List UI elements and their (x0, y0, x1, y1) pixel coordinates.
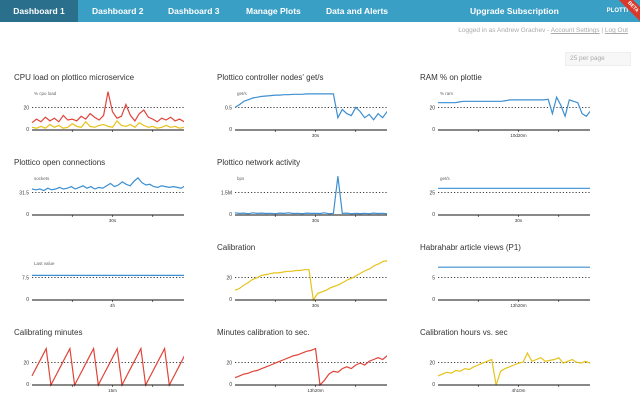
plot-chart: sockets 31.5 0 30s (19, 176, 184, 223)
top-nav: Dashboard 1 Dashboard 2 Dashboard 3 Mana… (0, 0, 640, 23)
plot-series-line (234, 347, 387, 387)
plot-series-line (438, 95, 590, 119)
tab-data-and-alerts[interactable]: Data and Alerts (326, 6, 389, 16)
plot-title: Calibration (217, 243, 256, 252)
per-page-select[interactable]: 25 per page (565, 52, 631, 66)
plot-legend: % cpu load (34, 91, 57, 96)
y-tick-label: 0 (432, 297, 435, 303)
plot-legend: get/s (237, 91, 248, 96)
y-tick-label: 5 (432, 275, 435, 281)
plot-title: Minutes calibration to sec. (217, 328, 310, 337)
x-axis-label: 30s (312, 303, 320, 308)
plot-legend: Last value (34, 261, 55, 266)
plot-title: CPU load on plottico microservice (14, 73, 135, 82)
y-tick-label: 0 (229, 297, 232, 303)
plot-chart: Last value 7.5 0 4h (22, 261, 184, 308)
plot-series-line (437, 351, 590, 386)
plot-chart: 20 0 4h10m (429, 351, 590, 393)
y-tick-label: 0 (229, 127, 232, 133)
plot-legend: bps (237, 176, 245, 181)
plot-chart: 5 0 13h20m (432, 266, 590, 308)
y-tick-label: 20 (23, 105, 29, 111)
y-tick-label: 0 (26, 127, 29, 133)
plot-series-line (31, 91, 184, 124)
y-tick-label: 20 (226, 360, 232, 366)
y-tick-label: 0 (432, 212, 435, 218)
plot-chart: bps 1.5M 0 30s (221, 176, 387, 223)
tab-dashboard-2[interactable]: Dashboard 2 (92, 6, 144, 16)
plot-chart: get/s 0.5 0 30s (225, 91, 387, 138)
y-tick-label: 0 (26, 212, 29, 218)
y-tick-label: 20 (429, 360, 435, 366)
y-tick-label: 7.5 (22, 275, 29, 281)
tab-dashboard-3[interactable]: Dashboard 3 (168, 6, 220, 16)
x-axis-label: 30s (312, 133, 320, 138)
brand-logo[interactable]: PLOTTI (607, 0, 628, 22)
x-axis-label: 30s (109, 218, 117, 223)
account-settings-link[interactable]: Account Settings (550, 27, 600, 34)
x-axis-label: 13h20m (307, 388, 324, 393)
plot-title: RAM % on plottie (420, 73, 482, 82)
x-axis-label: 30s (515, 218, 523, 223)
y-tick-label: 20 (429, 105, 435, 111)
tab-dashboard-1[interactable]: Dashboard 1 (0, 0, 78, 22)
y-tick-label: 0 (229, 382, 232, 388)
plot-series-line (234, 176, 387, 215)
plot-chart: % cpu load 20 0 (23, 91, 184, 133)
plot-legend: sockets (34, 176, 50, 181)
x-axis-label: 13h20m (510, 303, 527, 308)
y-tick-label: 0 (432, 127, 435, 133)
plot-title: Calibration hours vs. sec (420, 328, 508, 337)
plot-title: Plottico open connections (14, 158, 106, 167)
y-tick-label: 31.5 (19, 190, 29, 196)
plot-chart: 20 0 30s (226, 260, 387, 308)
logged-in-text: Logged in as Andrew Grachev - (458, 27, 550, 34)
plot-title: Calibrating minutes (14, 328, 83, 337)
plot-series-line (31, 119, 184, 129)
y-tick-label: 0 (229, 212, 232, 218)
plot-series-line (31, 177, 184, 192)
plot-series-line (31, 346, 184, 387)
y-tick-label: 0 (26, 382, 29, 388)
tab-manage-plots[interactable]: Manage Plots (246, 6, 301, 16)
per-page-value: 25 per page (570, 55, 605, 62)
x-axis-label: 4h10m (512, 388, 526, 393)
plot-title: Plottico network activity (217, 158, 301, 167)
plot-series-line (234, 93, 387, 121)
y-tick-label: 20 (226, 275, 232, 281)
brand-logo-text: PLOTTI (606, 8, 628, 14)
x-axis-label: 10d20m (510, 133, 527, 138)
x-axis-label: 15m (108, 388, 117, 393)
plot-legend: % ram (440, 91, 453, 96)
y-tick-label: 1.5M (221, 190, 232, 196)
logout-link[interactable]: Log Out (604, 27, 628, 34)
y-tick-label: 0 (26, 297, 29, 303)
y-tick-label: 20 (23, 360, 29, 366)
plot-title: Plottico controller nodes' get/s (217, 73, 324, 82)
x-axis-label: 4h (110, 303, 116, 308)
y-tick-label: 25 (429, 190, 435, 196)
plot-chart: % ram 20 0 10d20m (429, 91, 590, 138)
x-axis-label: 30s (312, 218, 320, 223)
plot-series-line (234, 260, 387, 302)
account-bar: Logged in as Andrew Grachev - Account Se… (458, 27, 628, 34)
plot-chart: 20 0 13h20m (226, 347, 387, 393)
plot-chart: 20 0 15m (23, 346, 184, 393)
plot-legend: get/s (440, 176, 451, 181)
plot-chart: get/s 25 0 30s (429, 176, 590, 223)
upgrade-subscription-link[interactable]: Upgrade Subscription (470, 6, 559, 16)
plot-title: Habrahabr article views (P1) (420, 243, 521, 252)
y-tick-label: 0 (432, 382, 435, 388)
y-tick-label: 0.5 (225, 105, 232, 111)
